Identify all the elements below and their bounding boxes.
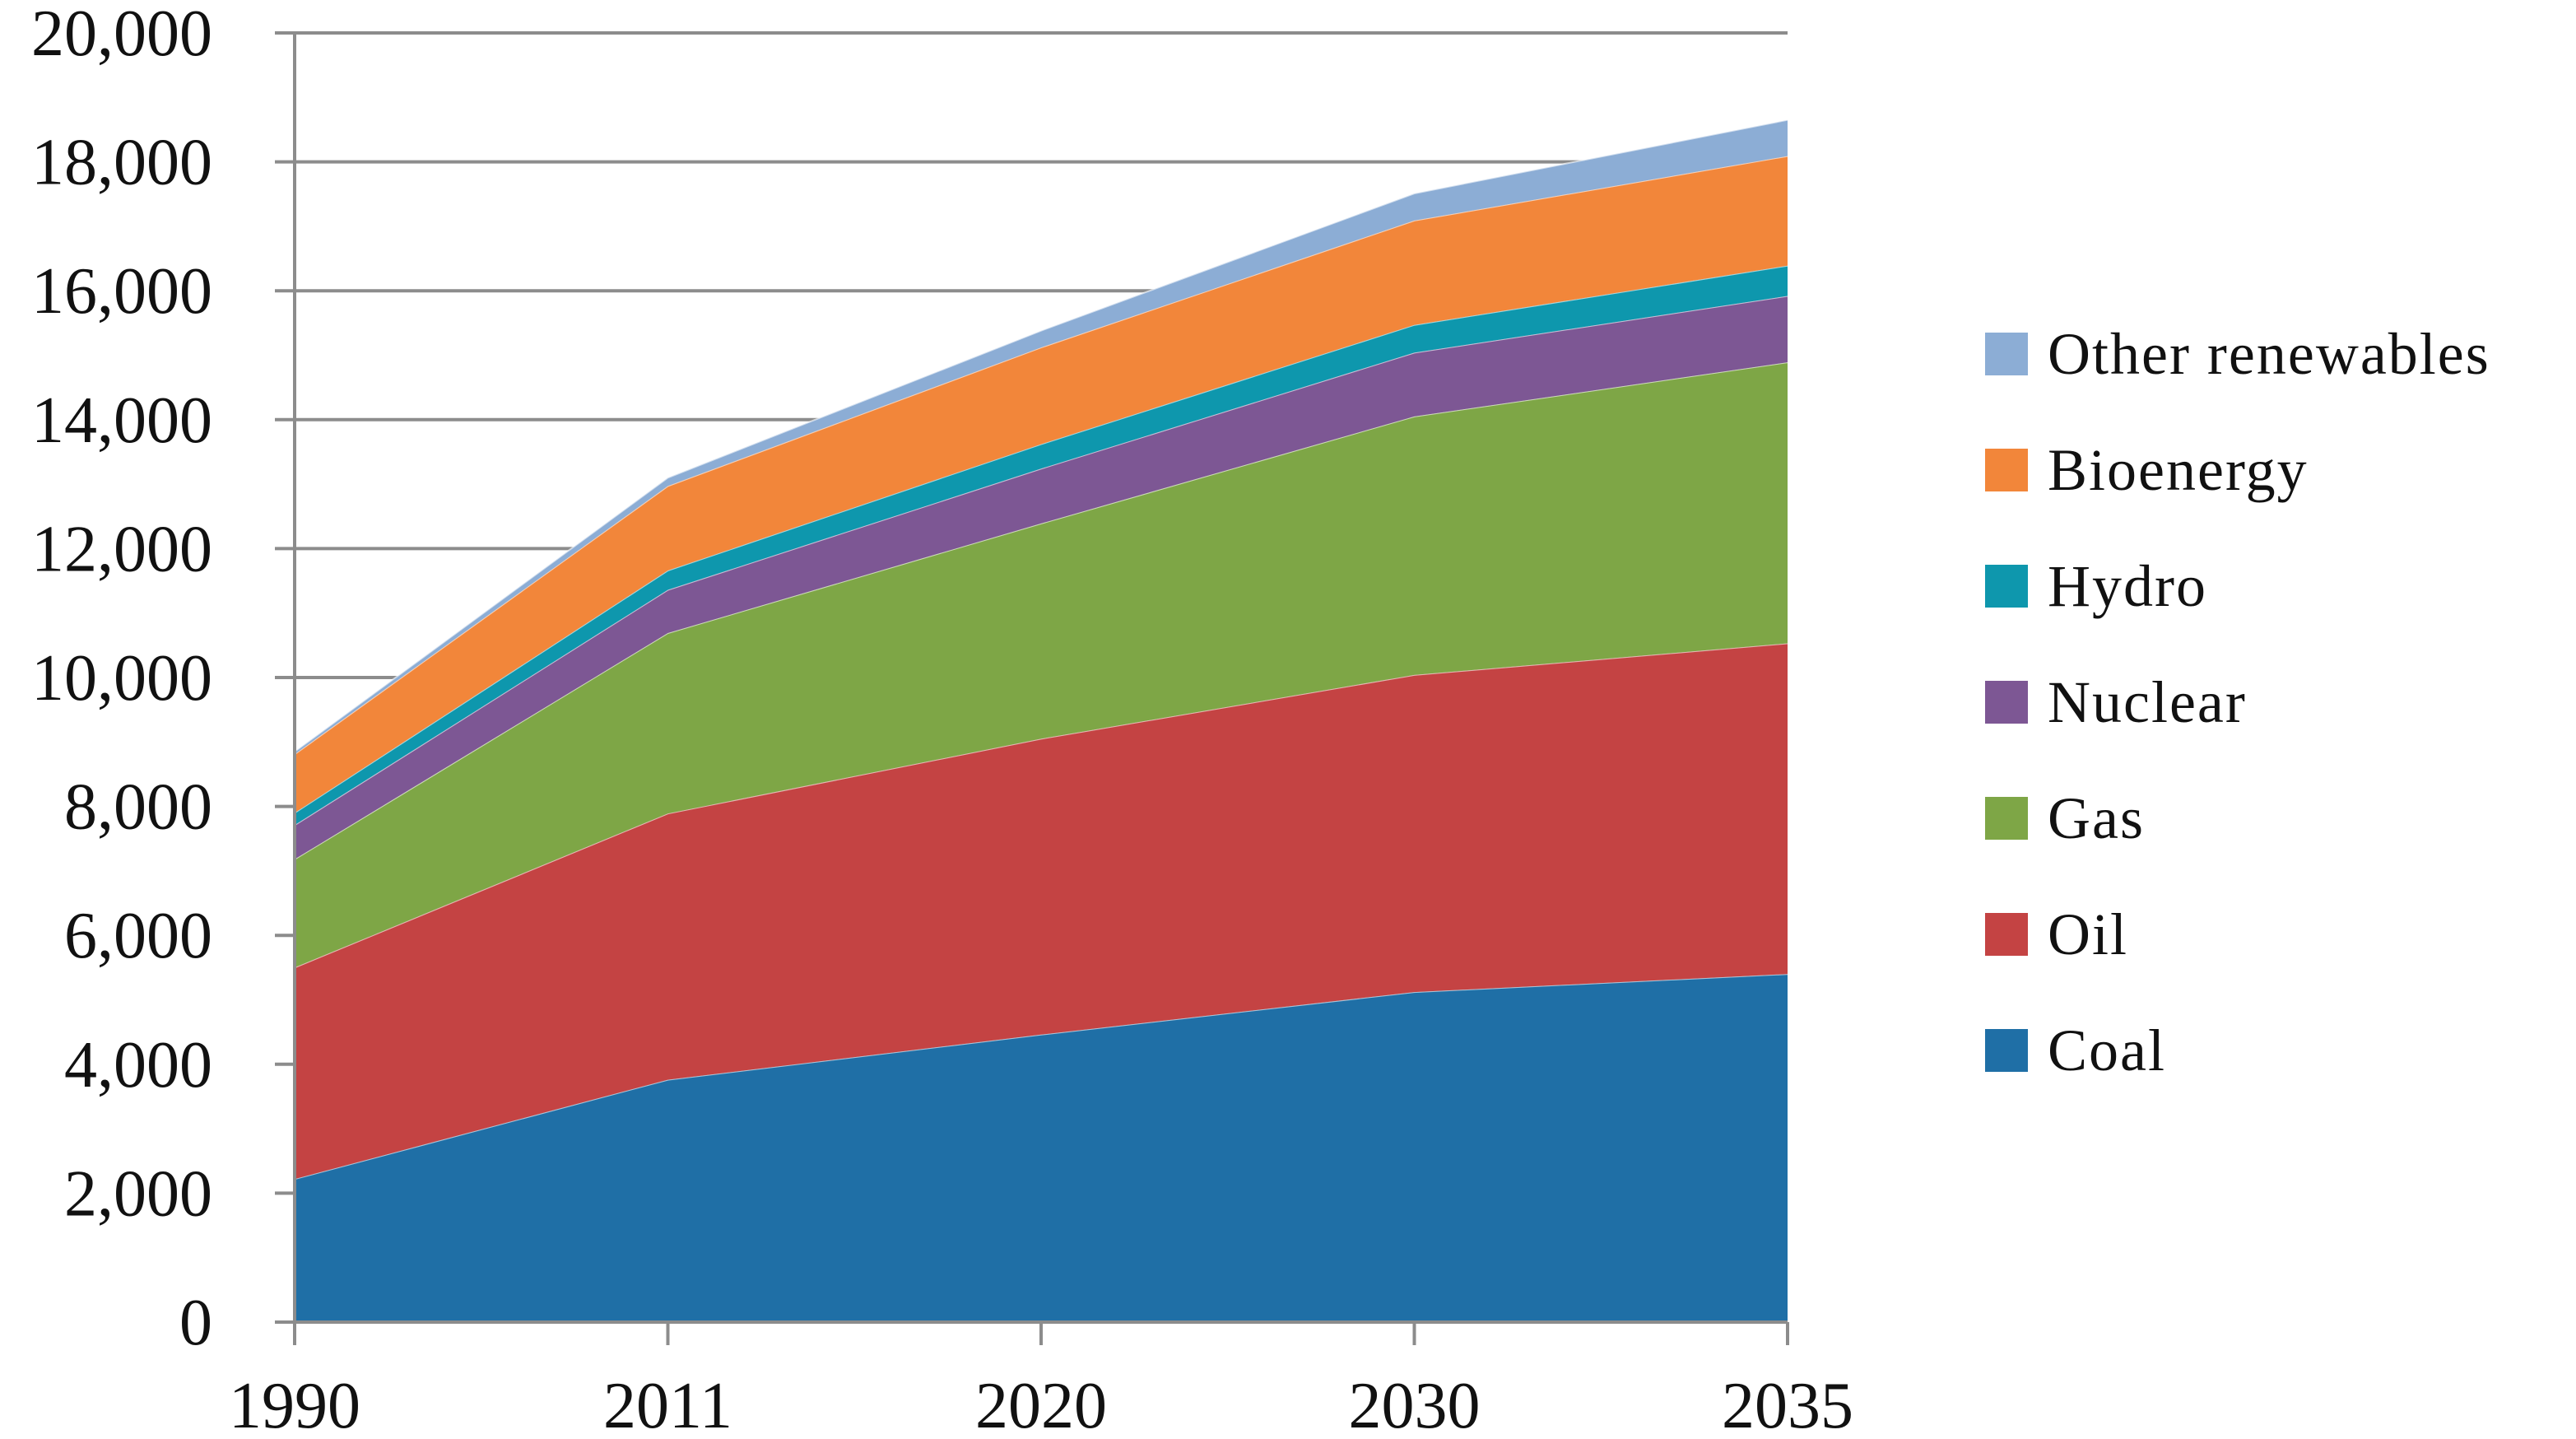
y-tick-label: 6,000 [64, 900, 212, 972]
y-tick-label: 4,000 [64, 1029, 212, 1101]
x-tick-label: 2020 [975, 1370, 1107, 1439]
area-edge-other-renewables [294, 119, 1788, 752]
legend-swatch-hydro [1985, 565, 2028, 608]
area-oil [295, 643, 1788, 1180]
y-tick-label: 16,000 [31, 255, 212, 328]
area-coal [295, 974, 1788, 1322]
legend-label-bioenergy: Bioenergy [2048, 437, 2309, 503]
legend-label-hydro: Hydro [2048, 553, 2207, 619]
y-tick-label: 18,000 [31, 127, 212, 199]
x-tick-label: 1990 [229, 1370, 360, 1439]
y-tick-label: 2,000 [64, 1157, 212, 1230]
legend-swatch-gas [1985, 797, 2028, 840]
legend-swatch-bioenergy [1985, 449, 2028, 491]
legend-swatch-nuclear [1985, 681, 2028, 724]
y-tick-label: 20,000 [31, 0, 212, 70]
legend-label-oil: Oil [2048, 901, 2128, 967]
area-gas [295, 362, 1788, 968]
y-tick-label: 12,000 [31, 513, 212, 585]
x-tick-label: 2011 [603, 1370, 732, 1439]
legend-label-coal: Coal [2048, 1018, 2166, 1083]
legend: Other renewables Bioenergy Hydro Nuclear Gas… [1985, 321, 2490, 1083]
y-tick-label: 10,000 [31, 642, 212, 715]
x-tick-label: 2035 [1722, 1370, 1853, 1439]
y-tick-label: 14,000 [31, 384, 212, 457]
y-tick-label: 0 [179, 1287, 212, 1359]
area-nuclear [295, 296, 1788, 859]
legend-swatch-coal [1985, 1029, 2028, 1072]
x-tick-label: 2030 [1349, 1370, 1481, 1439]
legend-swatch-oil [1985, 913, 2028, 956]
legend-label-other-renewables: Other renewables [2048, 321, 2490, 387]
legend-swatch-other-renewables [1985, 333, 2028, 375]
area-series [294, 119, 1788, 1322]
y-tick-label: 8,000 [64, 771, 212, 844]
legend-label-nuclear: Nuclear [2048, 669, 2247, 735]
axes: 0 2,000 4,000 6,000 8,000 10,000 12,000 14,000 1… [31, 0, 1853, 1439]
area-bioenergy [295, 156, 1788, 813]
legend-label-gas: Gas [2048, 785, 2145, 851]
